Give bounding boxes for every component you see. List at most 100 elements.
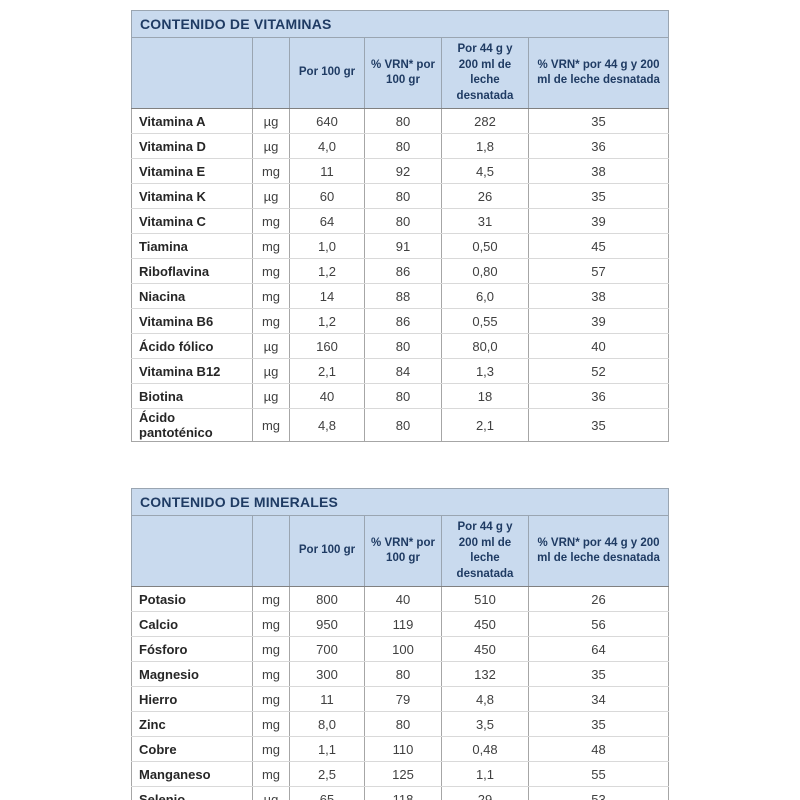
table-row: Hierro mg 11 79 4,8 34 [131, 686, 670, 713]
nutrient-name-cell: Vitamina D [131, 133, 253, 160]
table-row: Niacina mg 14 88 6,0 38 [131, 283, 670, 310]
value-cell: 80 [364, 408, 442, 443]
unit-cell: mg [252, 761, 290, 788]
value-cell: 79 [364, 686, 442, 713]
unit-cell: mg [252, 208, 290, 235]
table-row: Cobre mg 1,1 110 0,48 48 [131, 736, 670, 763]
minerals-table: CONTENIDO DE MINERALES Por 100 gr % VRN*… [130, 488, 670, 800]
header-vrn-per-100gr: % VRN* por 100 gr [364, 515, 442, 588]
value-cell: 35 [527, 408, 670, 443]
value-cell: 40 [527, 333, 670, 360]
value-cell: 80 [364, 333, 442, 360]
table-row: Ácido fólico µg 160 80 80,0 40 [131, 333, 670, 360]
header-nutrient-empty [131, 36, 253, 110]
unit-cell: µg [252, 183, 290, 210]
value-cell: 3,5 [441, 711, 529, 738]
value-cell: 57 [527, 258, 670, 285]
value-cell: 35 [527, 183, 670, 210]
value-cell: 26 [527, 586, 670, 613]
nutrient-name-cell: Riboflavina [131, 258, 253, 285]
header-per-44g-milk: Por 44 g y 200 ml de leche desnatada [441, 515, 529, 588]
value-cell: 40 [289, 383, 365, 410]
value-cell: 1,8 [441, 133, 529, 160]
table-row: Potasio mg 800 40 510 26 [131, 586, 670, 613]
table-row: Magnesio mg 300 80 132 35 [131, 661, 670, 688]
value-cell: 1,2 [289, 308, 365, 335]
value-cell: 1,0 [289, 233, 365, 260]
value-cell: 52 [527, 358, 670, 385]
value-cell: 510 [441, 586, 529, 613]
unit-cell: µg [252, 383, 290, 410]
nutrition-tables: CONTENIDO DE VITAMINAS Por 100 gr % VRN*… [130, 10, 670, 800]
minerals-header-row: Por 100 gr % VRN* por 100 gr Por 44 g y … [131, 515, 670, 588]
header-vrn-per-44g-milk: % VRN* por 44 g y 200 ml de leche desnat… [527, 515, 670, 588]
value-cell: 1,2 [289, 258, 365, 285]
vitamins-header-row: Por 100 gr % VRN* por 100 gr Por 44 g y … [131, 36, 670, 110]
nutrient-name-cell: Biotina [131, 383, 253, 410]
table-row: Ácido pantoténico mg 4,8 80 2,1 35 [131, 408, 670, 443]
value-cell: 160 [289, 333, 365, 360]
nutrient-name-cell: Cobre [131, 736, 253, 763]
value-cell: 450 [441, 636, 529, 663]
value-cell: 450 [441, 611, 529, 638]
nutrient-name-cell: Hierro [131, 686, 253, 713]
value-cell: 80 [364, 108, 442, 135]
value-cell: 80 [364, 383, 442, 410]
header-per-100gr: Por 100 gr [289, 36, 365, 110]
nutrient-name-cell: Ácido pantoténico [131, 408, 253, 443]
value-cell: 2,1 [441, 408, 529, 443]
nutrient-name-cell: Selenio [131, 786, 253, 800]
table-row: Biotina µg 40 80 18 36 [131, 383, 670, 410]
nutrient-name-cell: Ácido fólico [131, 333, 253, 360]
value-cell: 118 [364, 786, 442, 800]
table-row: Calcio mg 950 119 450 56 [131, 611, 670, 638]
value-cell: 4,8 [289, 408, 365, 443]
value-cell: 300 [289, 661, 365, 688]
value-cell: 86 [364, 258, 442, 285]
value-cell: 91 [364, 233, 442, 260]
value-cell: 11 [289, 158, 365, 185]
value-cell: 282 [441, 108, 529, 135]
value-cell: 36 [527, 383, 670, 410]
value-cell: 110 [364, 736, 442, 763]
value-cell: 80 [364, 711, 442, 738]
value-cell: 48 [527, 736, 670, 763]
value-cell: 26 [441, 183, 529, 210]
value-cell: 92 [364, 158, 442, 185]
value-cell: 35 [527, 711, 670, 738]
value-cell: 640 [289, 108, 365, 135]
nutrient-name-cell: Tiamina [131, 233, 253, 260]
unit-cell: mg [252, 686, 290, 713]
value-cell: 800 [289, 586, 365, 613]
unit-cell: mg [252, 661, 290, 688]
value-cell: 0,55 [441, 308, 529, 335]
header-nutrient-empty [131, 515, 253, 588]
unit-cell: mg [252, 711, 290, 738]
value-cell: 80,0 [441, 333, 529, 360]
unit-cell: mg [252, 586, 290, 613]
value-cell: 11 [289, 686, 365, 713]
value-cell: 53 [527, 786, 670, 800]
value-cell: 84 [364, 358, 442, 385]
value-cell: 80 [364, 133, 442, 160]
minerals-table-title: CONTENIDO DE MINERALES [130, 488, 670, 517]
value-cell: 40 [364, 586, 442, 613]
value-cell: 8,0 [289, 711, 365, 738]
unit-cell: mg [252, 408, 290, 443]
value-cell: 29 [441, 786, 529, 800]
value-cell: 86 [364, 308, 442, 335]
header-unit-empty [252, 36, 290, 110]
value-cell: 6,0 [441, 283, 529, 310]
value-cell: 35 [527, 108, 670, 135]
unit-cell: mg [252, 233, 290, 260]
unit-cell: µg [252, 133, 290, 160]
value-cell: 80 [364, 661, 442, 688]
value-cell: 80 [364, 183, 442, 210]
value-cell: 119 [364, 611, 442, 638]
table-row: Zinc mg 8,0 80 3,5 35 [131, 711, 670, 738]
